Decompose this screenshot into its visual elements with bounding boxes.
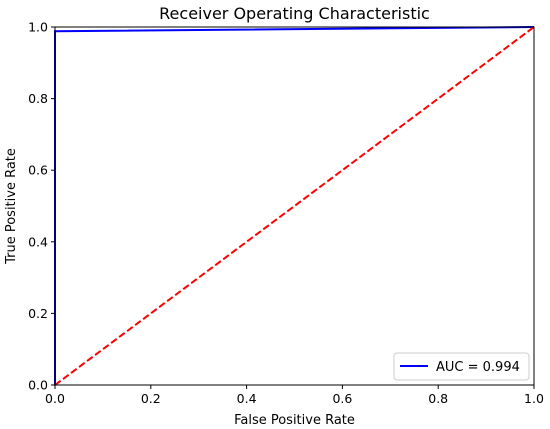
y-tick-label: 0.6	[28, 163, 48, 178]
legend: AUC = 0.994	[393, 352, 530, 381]
legend-entry-label: AUC = 0.994	[436, 360, 520, 375]
x-tick-label: 0.8	[428, 391, 448, 406]
y-tick-label: 0.4	[28, 234, 48, 249]
x-tick-label: 0.0	[45, 391, 65, 406]
x-tick-label: 0.6	[332, 391, 352, 406]
y-tick-label: 0.0	[28, 378, 48, 393]
chart-title: Receiver Operating Characteristic	[159, 4, 430, 23]
y-axis-ticks: 0.0 0.2 0.4 0.6 0.8 1.0	[28, 20, 55, 393]
x-tick-label: 0.4	[237, 391, 257, 406]
y-axis-label: True Positive Rate	[4, 148, 19, 265]
x-tick-label: 1.0	[524, 391, 544, 406]
x-tick-label: 0.2	[141, 391, 161, 406]
y-tick-label: 0.8	[28, 91, 48, 106]
series-line-0	[54, 26, 535, 385]
series-layer	[54, 26, 535, 386]
series-line-1	[54, 26, 535, 386]
legend-box	[393, 352, 530, 381]
y-tick-label: 0.2	[28, 306, 48, 321]
x-axis-label: False Positive Rate	[234, 413, 355, 428]
plot-frame	[54, 26, 535, 386]
y-tick-label: 1.0	[28, 20, 48, 35]
x-axis-ticks: 0.0 0.2 0.4 0.6 0.8 1.0	[45, 385, 544, 406]
